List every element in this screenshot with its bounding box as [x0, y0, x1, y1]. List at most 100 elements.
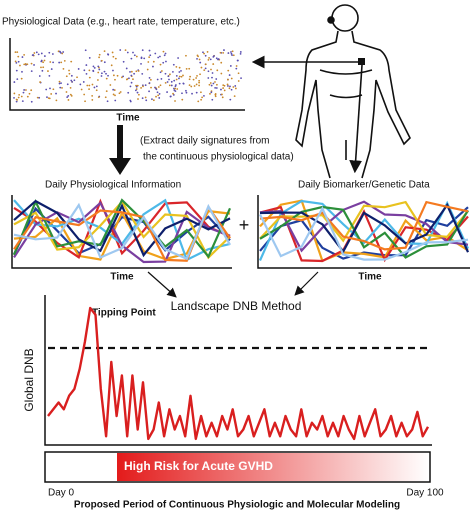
decoration: [148, 56, 151, 59]
decoration: [125, 78, 128, 81]
decoration: [222, 87, 225, 89]
decoration: [13, 96, 15, 99]
decoration: [182, 82, 185, 85]
decoration: [105, 77, 108, 80]
decoration: [164, 82, 167, 84]
decoration: [30, 100, 33, 103]
arrow: [109, 125, 131, 175]
decoration: [216, 69, 219, 72]
decoration: [178, 77, 180, 80]
decoration: [14, 51, 17, 54]
decoration: [15, 62, 18, 64]
decoration: [112, 69, 114, 72]
decoration: [17, 60, 20, 63]
decoration: [223, 49, 225, 51]
decoration: [237, 72, 240, 75]
decoration: [220, 72, 223, 75]
decoration: [13, 199, 231, 258]
decoration: [28, 92, 31, 95]
decoration: [223, 89, 226, 92]
start-label: Day 0: [48, 488, 75, 499]
decoration: [130, 74, 133, 77]
decoration: [152, 60, 155, 63]
decoration: [58, 61, 61, 64]
decoration: [190, 85, 193, 88]
decoration: [21, 56, 24, 58]
decoration: [82, 81, 85, 83]
decoration: [32, 54, 35, 56]
decoration: [157, 86, 160, 88]
decoration: [141, 49, 144, 52]
decoration: [150, 86, 152, 89]
decoration: [185, 91, 188, 94]
decoration: [83, 69, 86, 72]
decoration: [228, 87, 231, 90]
decoration: [191, 92, 193, 95]
decoration: [160, 78, 163, 80]
decoration: [210, 91, 213, 94]
decoration: [129, 85, 132, 88]
decoration: [20, 95, 23, 98]
decoration: [140, 57, 143, 60]
decoration: [156, 78, 159, 81]
decoration: [93, 67, 96, 69]
decoration: [259, 206, 469, 260]
decoration: [230, 51, 232, 53]
decoration: [91, 94, 94, 97]
decoration: [173, 79, 176, 82]
decoration: [122, 60, 125, 63]
decoration: [174, 90, 177, 93]
decoration: [158, 93, 161, 95]
decoration: [98, 56, 101, 59]
decoration: [234, 87, 237, 90]
decoration: [211, 72, 214, 74]
decoration: [137, 98, 139, 100]
decoration: [130, 57, 133, 60]
decoration: [68, 69, 70, 72]
decoration: [239, 51, 242, 53]
decoration: [168, 78, 170, 81]
decoration: [66, 83, 69, 86]
decoration: [135, 70, 138, 73]
decoration: [112, 74, 115, 77]
decoration: [66, 96, 69, 99]
decoration: [230, 52, 233, 55]
note: the continuous physiological data): [143, 152, 294, 163]
plot-title: Daily Biomarker/Genetic Data: [298, 180, 430, 191]
decoration: [67, 94, 70, 97]
decoration: [231, 50, 234, 53]
decoration: [233, 95, 236, 97]
decoration: [112, 93, 115, 96]
decoration: [37, 53, 40, 56]
decoration: [214, 86, 217, 89]
decoration: [135, 85, 138, 88]
decoration: [23, 53, 26, 56]
decoration: [141, 73, 144, 75]
decoration: [119, 91, 122, 93]
decoration: [198, 84, 201, 87]
decoration: [163, 54, 166, 57]
decoration: [67, 99, 70, 101]
decoration: [188, 78, 191, 81]
decoration: [169, 73, 171, 76]
decoration: [13, 92, 16, 95]
decoration: [221, 93, 223, 96]
decoration: [58, 80, 61, 83]
decoration: [181, 92, 183, 95]
decoration: [159, 84, 162, 87]
decoration: [88, 88, 90, 91]
decoration: [65, 75, 68, 78]
decoration: [207, 70, 210, 73]
decoration: [19, 64, 21, 67]
decoration: [58, 82, 61, 85]
decoration: [176, 88, 179, 90]
decoration: [195, 91, 198, 94]
decoration: [185, 67, 188, 70]
decoration: [234, 85, 237, 87]
decoration: [148, 49, 151, 52]
decoration: [88, 84, 91, 87]
decoration: [61, 52, 64, 55]
decoration: [14, 60, 17, 63]
decoration: [129, 71, 131, 73]
decoration: [227, 85, 229, 87]
